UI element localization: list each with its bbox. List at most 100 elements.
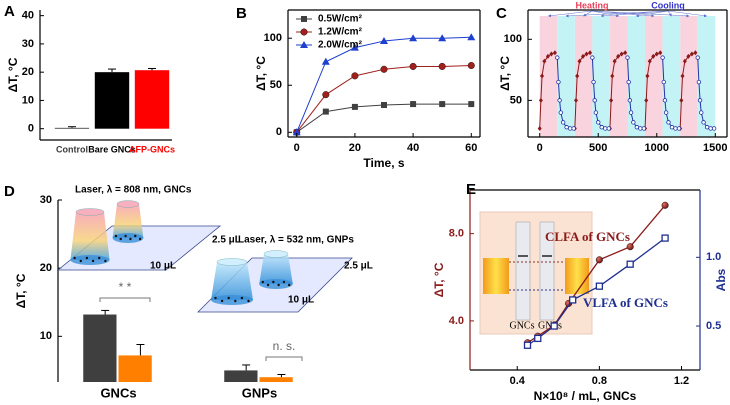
marker	[634, 125, 640, 130]
panel-label: C	[496, 5, 507, 22]
marker	[606, 126, 611, 131]
marker	[627, 98, 633, 103]
droplet	[259, 254, 293, 284]
x-tick-label: 40	[407, 142, 419, 154]
marker	[599, 125, 604, 130]
droplet-top	[216, 258, 248, 266]
period-band	[697, 16, 716, 137]
annotation-arrow	[600, 10, 669, 18]
marker	[593, 110, 599, 115]
marker	[661, 201, 669, 209]
period-band	[574, 16, 593, 137]
marker	[689, 51, 694, 57]
marker	[595, 256, 603, 264]
particle	[277, 283, 280, 287]
marker	[654, 51, 659, 57]
marker	[381, 102, 387, 109]
x-tick-label: 1000	[645, 142, 669, 154]
panel-label: A	[4, 3, 15, 20]
y-tick-label: 100	[264, 32, 282, 44]
marker	[410, 101, 417, 108]
x-tick-label: 1.2	[674, 375, 689, 387]
inset-strip	[515, 221, 531, 321]
legend-label: 0.5W/cm²	[318, 14, 363, 25]
marker	[638, 126, 643, 131]
annotation-arrow	[591, 10, 690, 18]
x-tick-label: Bare GNCs	[88, 144, 136, 154]
particle	[138, 237, 142, 241]
marker	[663, 110, 669, 115]
particle	[79, 259, 82, 263]
particle	[91, 259, 95, 263]
marker	[571, 126, 576, 131]
inset-glow	[565, 258, 589, 294]
marker	[300, 41, 308, 48]
particle	[234, 299, 237, 303]
period-band	[592, 16, 610, 137]
annotation-arrow	[547, 10, 593, 18]
marker	[564, 125, 569, 130]
y-tick-label: 50	[270, 79, 282, 91]
marker	[351, 103, 358, 110]
particle	[214, 296, 217, 300]
y-tick-label: 30	[22, 38, 34, 50]
marker	[545, 53, 550, 59]
marker	[662, 98, 668, 103]
marker	[538, 97, 543, 103]
particle	[247, 299, 250, 303]
particle	[104, 259, 107, 263]
annotation-arrow	[635, 10, 669, 18]
marker	[645, 73, 650, 79]
marker	[595, 282, 604, 290]
bar	[118, 355, 152, 382]
particle	[272, 280, 275, 284]
x-tick-label: 500	[589, 142, 607, 154]
x-tick-label: Control	[56, 144, 88, 154]
inset-glow	[483, 258, 509, 294]
volume-label: 2.5 μL	[212, 235, 241, 246]
marker	[557, 98, 562, 103]
marker	[409, 62, 417, 70]
marker	[380, 65, 388, 73]
series-label: CLFA of GNCs	[545, 229, 630, 244]
marker	[380, 37, 388, 45]
bar	[94, 72, 130, 129]
marker	[711, 126, 717, 131]
marker	[676, 126, 682, 131]
legend-label: 1.2W/cm²	[318, 27, 363, 38]
particle	[98, 256, 101, 260]
particle	[220, 299, 224, 303]
x-tick-label: GNCs	[100, 385, 136, 400]
bar	[83, 314, 117, 382]
marker	[409, 34, 418, 42]
marker	[626, 260, 634, 268]
y-tick-label: 40	[22, 10, 34, 22]
marker	[701, 120, 706, 125]
y-tick-label: 30	[40, 194, 52, 206]
x-tick-label: AFP-GNCs	[129, 144, 175, 154]
y-tick-label: 0	[276, 126, 282, 138]
particle	[282, 280, 286, 284]
y-tick-label: 0	[28, 123, 34, 135]
volume-label: 10 μL	[150, 261, 176, 272]
y2-axis-label: Abs	[714, 268, 728, 291]
particle	[134, 234, 137, 238]
y-tick-label: 20	[22, 66, 34, 78]
significance-bracket	[265, 356, 303, 361]
period-band	[627, 16, 646, 137]
marker	[628, 110, 634, 115]
marker	[666, 120, 671, 125]
marker	[552, 50, 557, 56]
marker	[439, 101, 446, 108]
marker	[686, 53, 691, 59]
marker	[560, 120, 566, 125]
marker	[699, 110, 704, 115]
panel-label: D	[4, 183, 15, 200]
marker	[708, 126, 713, 131]
marker	[682, 58, 687, 64]
marker	[619, 51, 624, 57]
marker	[626, 243, 634, 251]
annotation-arrow	[667, 10, 708, 18]
marker	[588, 50, 593, 56]
y-axis-label: ΔT, °C	[6, 57, 20, 92]
